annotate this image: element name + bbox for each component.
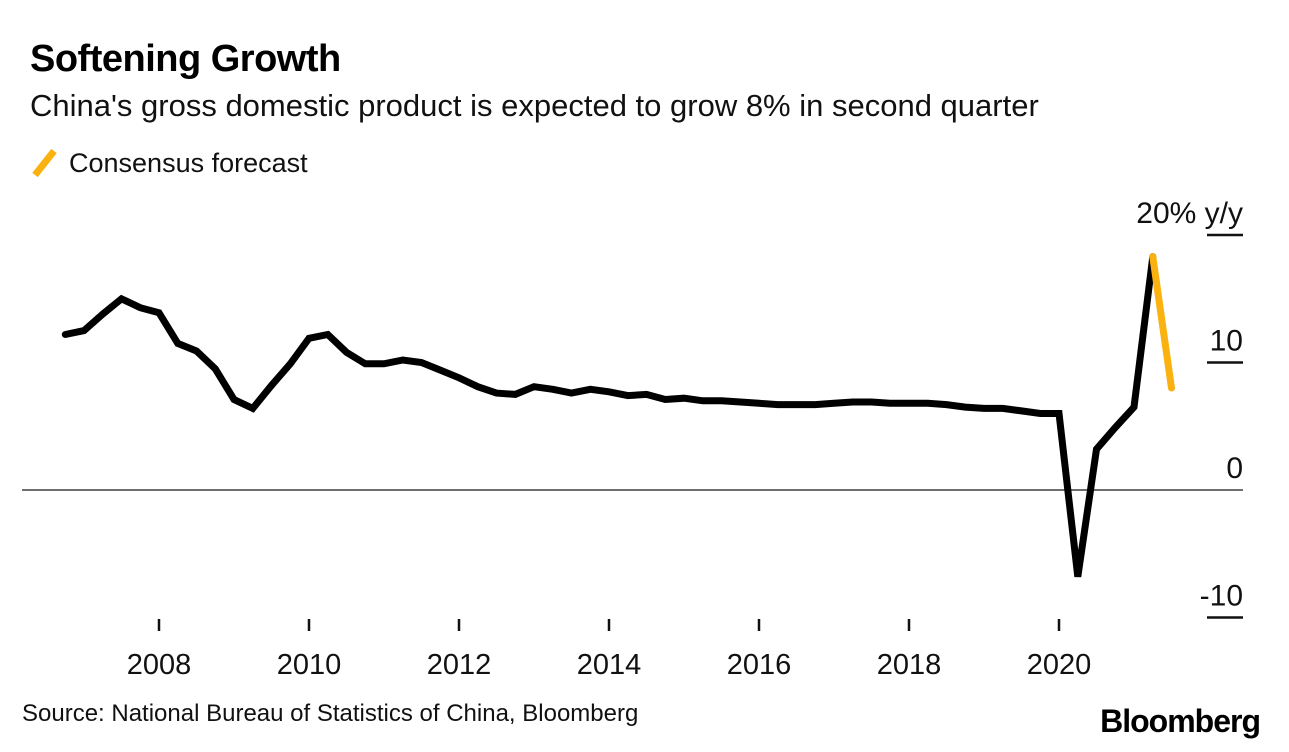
gdp-history-line [61, 253, 1157, 578]
x-tick-label: 2016 [727, 649, 792, 681]
x-tick-label: 2012 [427, 649, 492, 681]
source-note: Source: National Bureau of Statistics of… [22, 700, 639, 727]
legend-label: Consensus forecast [69, 147, 308, 178]
chart-title: Softening Growth [30, 38, 341, 80]
y-tick-label: 10 [1210, 325, 1243, 358]
x-tick-label: 2008 [127, 649, 192, 681]
forecast-line [1149, 253, 1175, 392]
x-tick-label: 2014 [577, 649, 642, 681]
x-tick-label: 2010 [277, 649, 342, 681]
bloomberg-logo: Bloomberg [1100, 703, 1261, 739]
x-tick-label: 2020 [1027, 649, 1092, 681]
legend: Consensus forecast [31, 146, 308, 180]
forecast-line-icon [32, 148, 57, 178]
y-tick-label: -10 [1200, 580, 1243, 613]
chart-subtitle: China's gross domestic product is expect… [30, 88, 1039, 123]
y-tick-label: 20% y/y [1136, 197, 1243, 230]
y-tick-label: 0 [1226, 452, 1243, 485]
x-tick-label: 2018 [877, 649, 942, 681]
